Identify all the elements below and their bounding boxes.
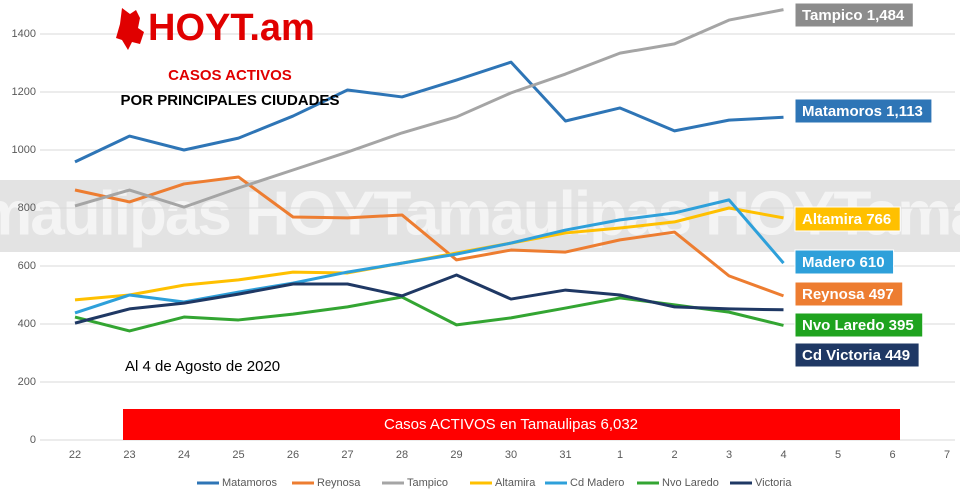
x-tick-label: 5 [835, 449, 841, 461]
x-tick-label: 7 [944, 449, 950, 461]
total-note: Casos ACTIVOS en Tamaulipas 6,032 [384, 416, 638, 433]
x-tick-label: 22 [69, 449, 81, 461]
x-tick-label: 6 [889, 449, 895, 461]
x-tick-label: 23 [123, 449, 135, 461]
end-label: Reynosa 497 [802, 286, 894, 303]
y-tick-label: 400 [18, 318, 36, 330]
legend-label: Tampico [407, 477, 448, 489]
series-line [74, 8, 784, 209]
x-tick-label: 4 [780, 449, 786, 461]
legend-label: Matamoros [222, 477, 278, 489]
end-label: Cd Victoria 449 [802, 347, 910, 364]
x-tick-label: 28 [396, 449, 408, 461]
y-tick-label: 1200 [12, 86, 36, 98]
legend-label: Altamira [495, 477, 536, 489]
end-label-box [794, 249, 895, 275]
legend-label: Victoria [755, 477, 792, 489]
end-label-box [794, 98, 933, 124]
chart-subtitle: POR PRINCIPALES CIUDADES [121, 92, 340, 109]
end-label: Matamoros 1,113 [802, 103, 923, 120]
end-label-box [794, 281, 904, 307]
end-label-box [794, 2, 914, 28]
end-label-box [794, 342, 920, 368]
x-tick-label: 27 [341, 449, 353, 461]
x-tick-label: 24 [178, 449, 190, 461]
x-tick-label: 31 [559, 449, 571, 461]
series-line [74, 273, 784, 325]
series-line [74, 60, 784, 164]
end-label: Nvo Laredo 395 [802, 317, 914, 334]
y-tick-label: 0 [30, 434, 36, 446]
logo: HOYT.am [148, 7, 315, 49]
legend-label: Reynosa [317, 477, 361, 489]
y-tick-label: 1000 [12, 144, 36, 156]
chart-title: CASOS ACTIVOS [168, 67, 292, 84]
x-tick-label: 2 [671, 449, 677, 461]
y-tick-label: 800 [18, 202, 36, 214]
end-label: Tampico 1,484 [802, 7, 905, 24]
x-tick-label: 26 [287, 449, 299, 461]
date-note: Al 4 de Agosto de 2020 [125, 358, 280, 375]
x-tick-label: 1 [617, 449, 623, 461]
logo-icon [116, 8, 144, 50]
total-banner [123, 409, 900, 440]
legend-label: Nvo Laredo [662, 477, 719, 489]
x-tick-label: 25 [232, 449, 244, 461]
y-tick-label: 600 [18, 260, 36, 272]
y-tick-label: 1400 [12, 28, 36, 40]
end-label-box [794, 312, 924, 338]
x-tick-label: 3 [726, 449, 732, 461]
end-label: Altamira 766 [802, 211, 891, 228]
y-tick-label: 200 [18, 376, 36, 388]
end-label-box [794, 206, 901, 232]
legend-label: Cd Madero [570, 477, 624, 489]
x-tick-label: 29 [450, 449, 462, 461]
end-label: Madero 610 [802, 254, 885, 271]
x-tick-label: 30 [505, 449, 517, 461]
series-line [74, 175, 785, 298]
